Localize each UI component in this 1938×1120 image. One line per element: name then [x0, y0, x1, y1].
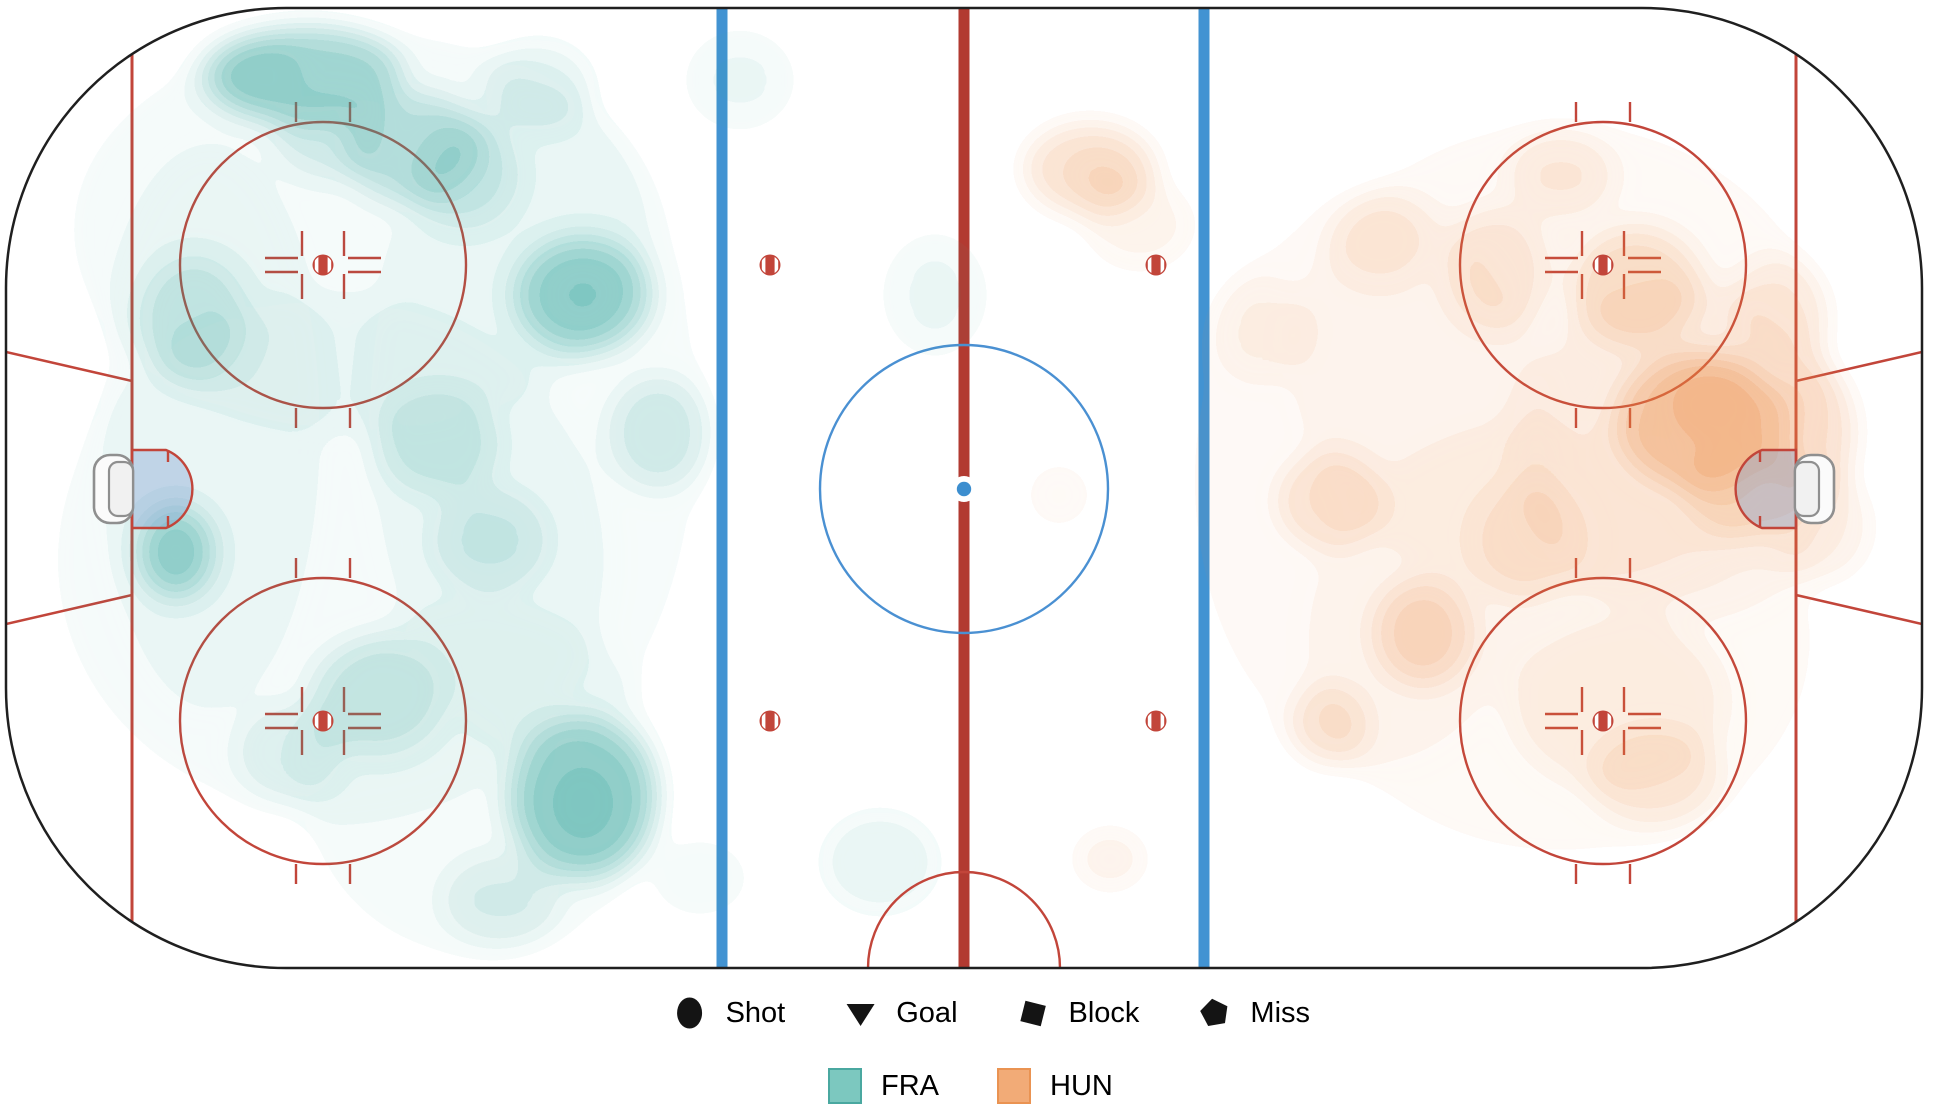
legend-markers-row: Shot Goal Block Miss	[673, 995, 1310, 1031]
legend-label-hun: HUN	[1050, 1069, 1113, 1102]
legend-item-miss: Miss	[1197, 995, 1310, 1031]
goal-marker-icon	[846, 1004, 875, 1026]
left-goal-crease	[130, 448, 194, 530]
legend-item-fra: FRA	[828, 1068, 939, 1104]
legend-label-block: Block	[1068, 996, 1140, 1029]
block-marker-icon	[1020, 1000, 1046, 1027]
fra-heatmap	[50, 25, 987, 960]
legend-label-fra: FRA	[881, 1069, 940, 1102]
legend-item-hun: HUN	[997, 1068, 1113, 1104]
right-goal-net-inner	[1793, 460, 1821, 518]
fra-color-swatch	[828, 1068, 863, 1104]
legend-item-block: Block	[1016, 995, 1140, 1031]
shot-marker-icon	[677, 997, 703, 1029]
left-goal-net-inner	[107, 460, 135, 518]
hun-heatmap	[1022, 120, 1872, 889]
right-goal-crease	[1734, 448, 1798, 530]
hun-color-swatch	[997, 1068, 1032, 1104]
legend-teams-row: FRA HUN	[828, 1068, 1113, 1104]
legend-item-goal: Goal	[843, 995, 958, 1031]
heatmap-layers	[50, 25, 1872, 960]
trapezoid-line	[1795, 593, 1922, 626]
rink-furniture	[92, 255, 1836, 969]
miss-marker-icon	[1200, 998, 1228, 1026]
referee-crease	[866, 870, 1062, 969]
center-ice-dot	[956, 481, 972, 497]
legend-label-miss: Miss	[1250, 996, 1311, 1029]
rink-boards	[4, 6, 1924, 970]
legend-label-shot: Shot	[725, 996, 786, 1029]
legend-label-goal: Goal	[896, 996, 958, 1029]
legend-item-shot: Shot	[673, 995, 786, 1031]
